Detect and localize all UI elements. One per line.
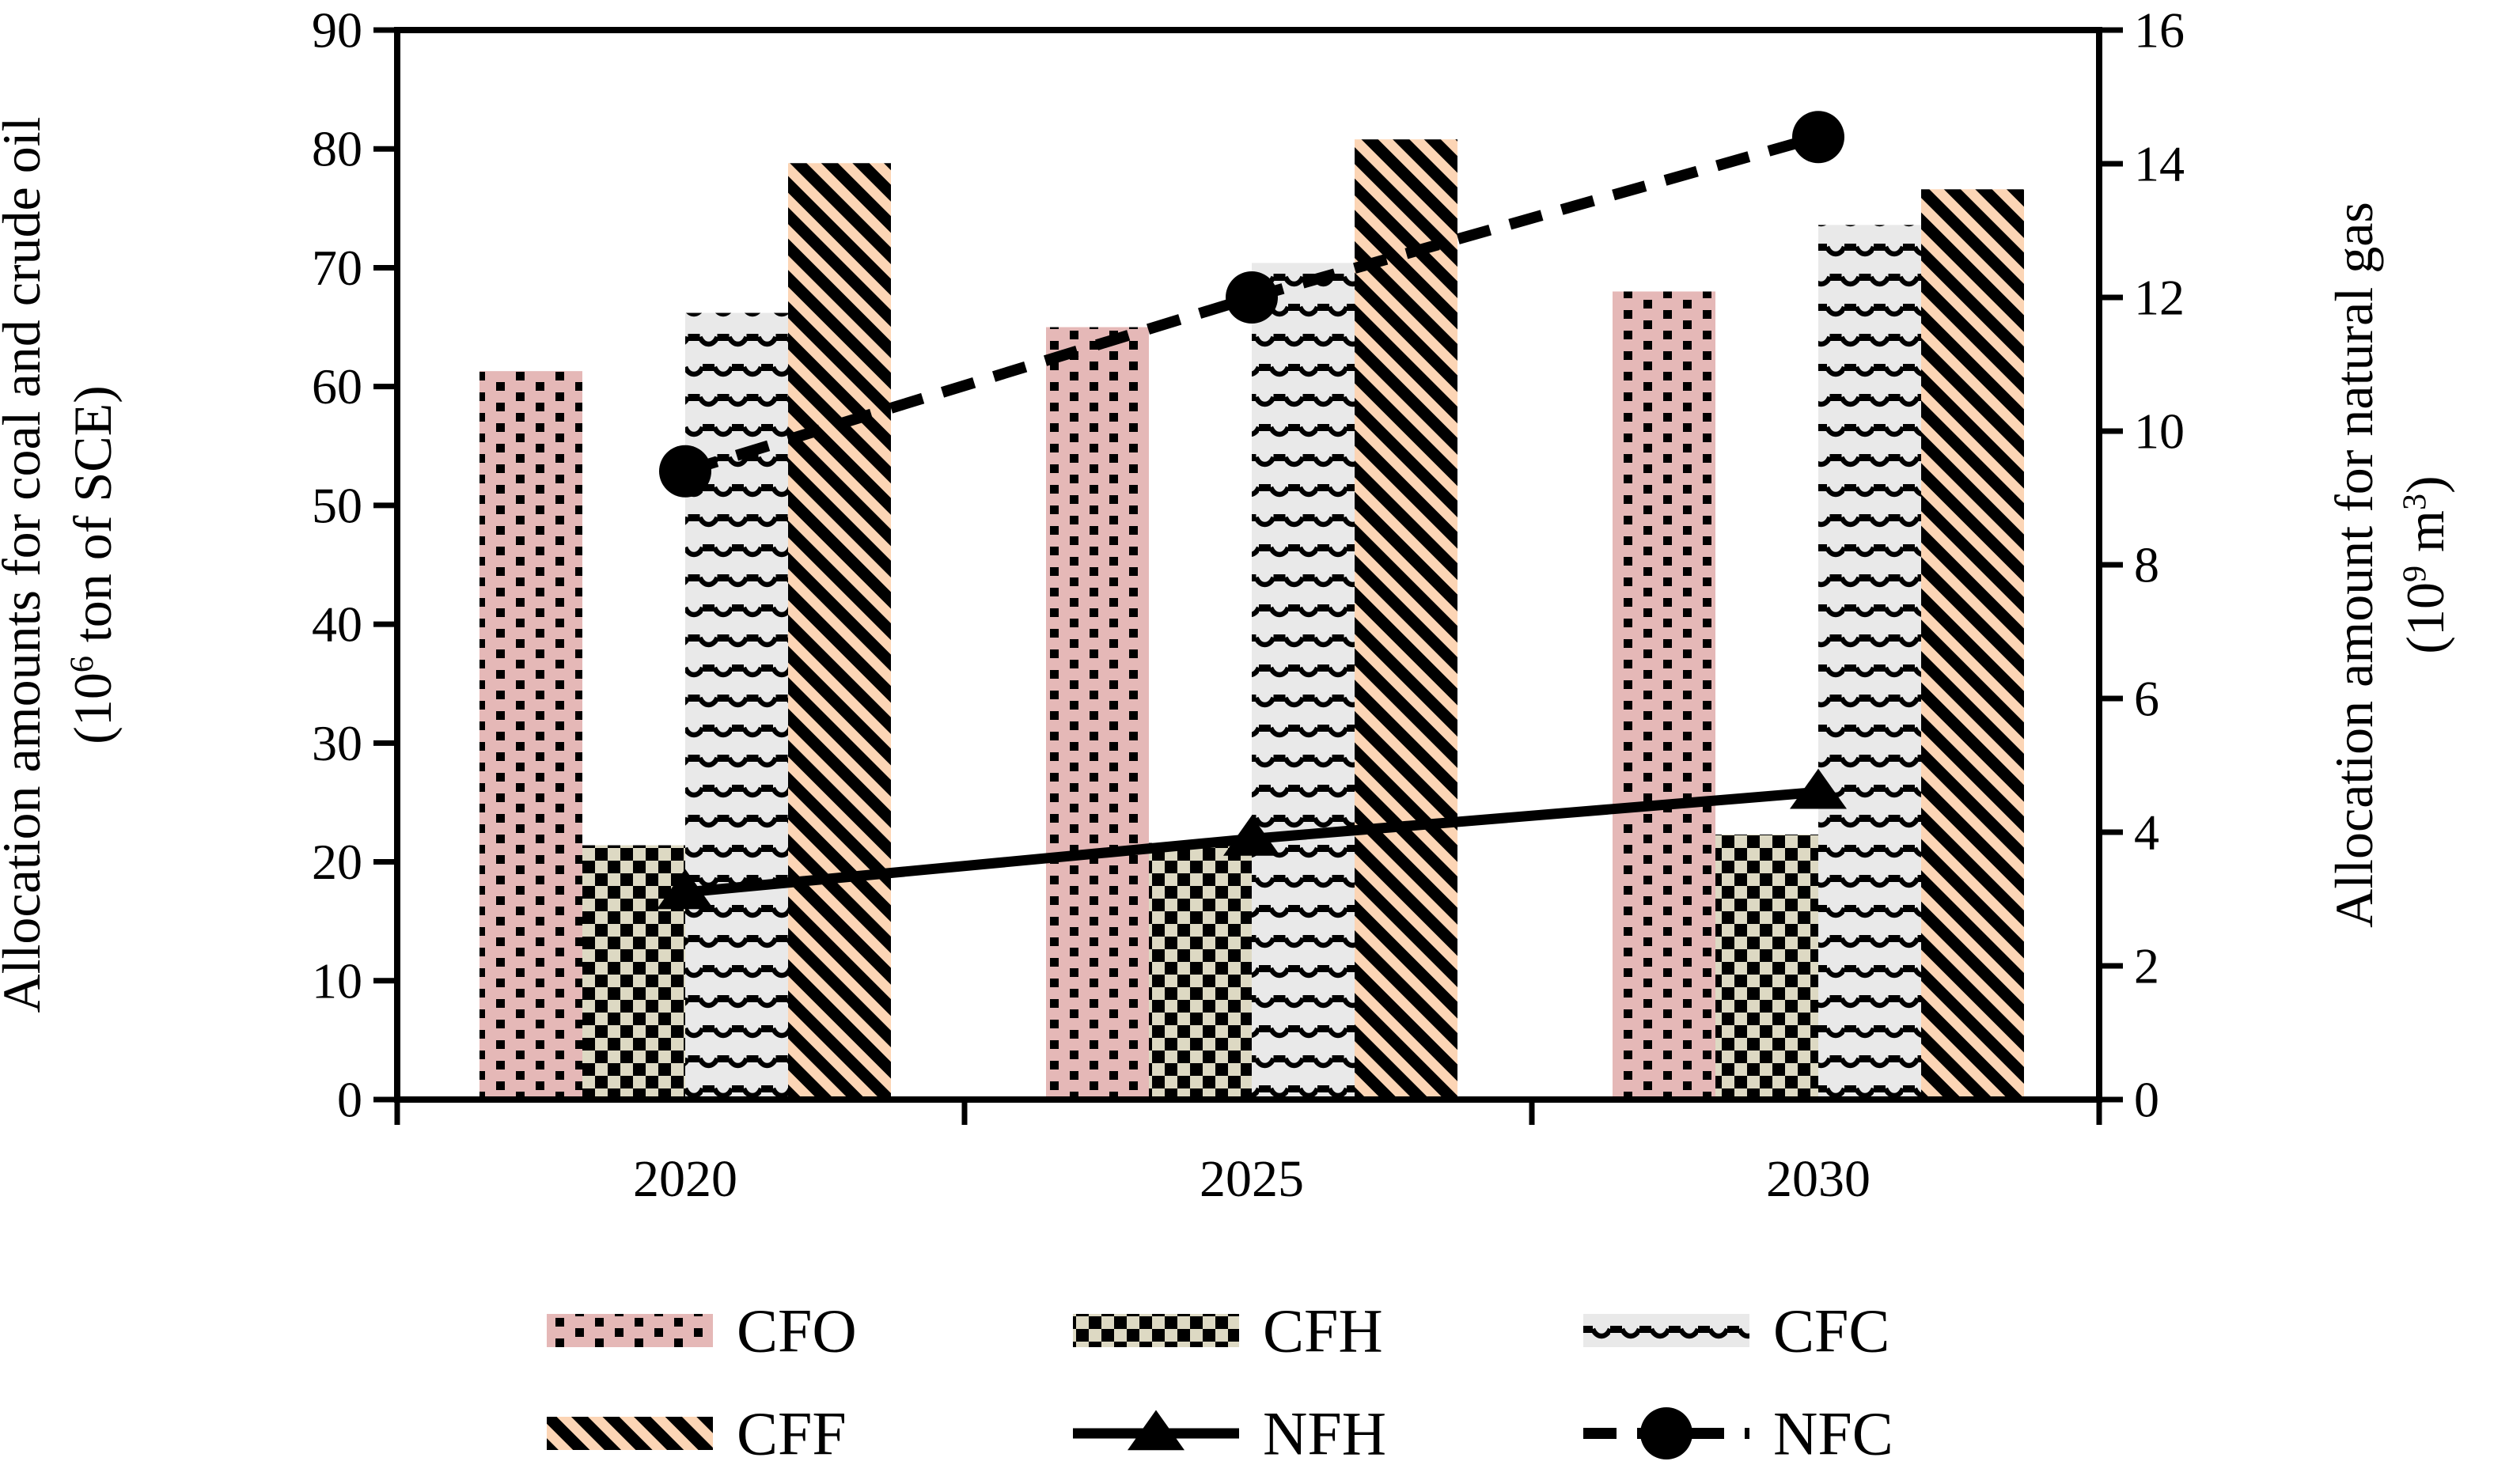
left-axis-title-line1: Allocation amounts for coal and crude oi… <box>0 117 51 1013</box>
bar-series-CFH <box>582 835 1818 1100</box>
legend-item-CFF: CFF <box>547 1399 847 1468</box>
left-tick-label-50: 50 <box>312 477 362 533</box>
left-tick-label-60: 60 <box>312 358 362 415</box>
right-tick-label-8: 8 <box>2134 537 2159 593</box>
right-tick-label-10: 10 <box>2134 403 2185 460</box>
bar-CFF-2020 <box>788 163 891 1100</box>
legend-item-NFC: NFC <box>1583 1399 1893 1468</box>
legend-swatch-CFF <box>547 1417 713 1450</box>
superscript: 9 <box>2397 566 2434 582</box>
bar-series-CFC <box>685 225 1921 1100</box>
bar-CFO-2025 <box>1046 327 1149 1100</box>
line-series-NFH <box>657 768 1847 910</box>
legend-label-CFC: CFC <box>1773 1297 1889 1365</box>
right-axis-title-line2: (109​ m3​) <box>2395 475 2455 653</box>
legend-label-CFH: CFH <box>1263 1297 1383 1365</box>
x-category-label-2020: 2020 <box>633 1150 737 1208</box>
legend-label-NFC: NFC <box>1773 1399 1893 1468</box>
legend: CFO CFH CFC CFF NFH NFC <box>547 1297 1893 1468</box>
legend-item-CFH: CFH <box>1073 1297 1383 1365</box>
right-tick-label-12: 12 <box>2134 270 2185 326</box>
left-axis-title-line2: (106​ ton of SCE) <box>63 385 123 744</box>
legend-item-CFC: CFC <box>1583 1297 1889 1365</box>
left-tick-label-90: 90 <box>312 2 362 59</box>
superscript: 6 <box>64 656 101 672</box>
nfh-marker-2025 <box>1223 815 1280 856</box>
line-series-NFC <box>659 111 1844 498</box>
right-tick-label-4: 4 <box>2134 804 2159 861</box>
nfc-marker-2020 <box>659 445 711 498</box>
bar-CFH-2020 <box>582 845 685 1100</box>
bar-CFC-2030 <box>1818 225 1921 1100</box>
bar-CFF-2030 <box>1921 189 2024 1100</box>
nfh-marker-2030 <box>1790 768 1847 809</box>
nfh-marker-2020 <box>657 869 714 910</box>
left-tick-label-20: 20 <box>312 834 362 890</box>
x-category-label-2030: 2030 <box>1766 1150 1870 1208</box>
legend-marker-NFC <box>1640 1407 1692 1459</box>
legend-swatch-CFH <box>1073 1314 1239 1347</box>
bar-series-CFF <box>788 139 2024 1100</box>
bar-CFO-2020 <box>479 371 582 1100</box>
legend-marker-NFH <box>1128 1410 1184 1451</box>
left-tick-label-80: 80 <box>312 121 362 177</box>
bar-series-CFO <box>479 291 1715 1100</box>
left-tick-label-40: 40 <box>312 596 362 653</box>
x-category-label-2025: 2025 <box>1200 1150 1304 1208</box>
legend-label-CFO: CFO <box>737 1297 857 1365</box>
bar-CFF-2025 <box>1355 139 1457 1100</box>
right-tick-label-0: 0 <box>2134 1072 2159 1128</box>
legend-item-CFO: CFO <box>547 1297 857 1365</box>
left-tick-label-70: 70 <box>312 240 362 296</box>
legend-label-CFF: CFF <box>737 1399 847 1468</box>
bar-CFC-2020 <box>685 312 788 1100</box>
bar-CFO-2030 <box>1613 291 1715 1100</box>
right-tick-label-14: 14 <box>2134 136 2185 192</box>
legend-item-NFH: NFH <box>1073 1399 1386 1468</box>
right-tick-label-16: 16 <box>2134 2 2185 59</box>
bar-CFH-2030 <box>1715 835 1818 1100</box>
legend-swatch-CFC <box>1583 1314 1749 1347</box>
right-tick-label-6: 6 <box>2134 671 2159 727</box>
bar-CFH-2025 <box>1149 842 1252 1100</box>
nfc-marker-2030 <box>1792 111 1844 164</box>
legend-swatch-CFO <box>547 1314 713 1347</box>
nfc-marker-2025 <box>1226 271 1278 324</box>
left-tick-label-30: 30 <box>312 715 362 771</box>
left-tick-label-10: 10 <box>312 952 362 1009</box>
superscript: 3 <box>2397 494 2434 510</box>
right-tick-label-2: 2 <box>2134 938 2159 994</box>
bar-CFC-2025 <box>1252 263 1355 1100</box>
legend-label-NFH: NFH <box>1263 1399 1386 1468</box>
left-tick-label-0: 0 <box>337 1072 362 1128</box>
right-axis-title-line1: Allocation amount for natural gas <box>2324 202 2384 928</box>
